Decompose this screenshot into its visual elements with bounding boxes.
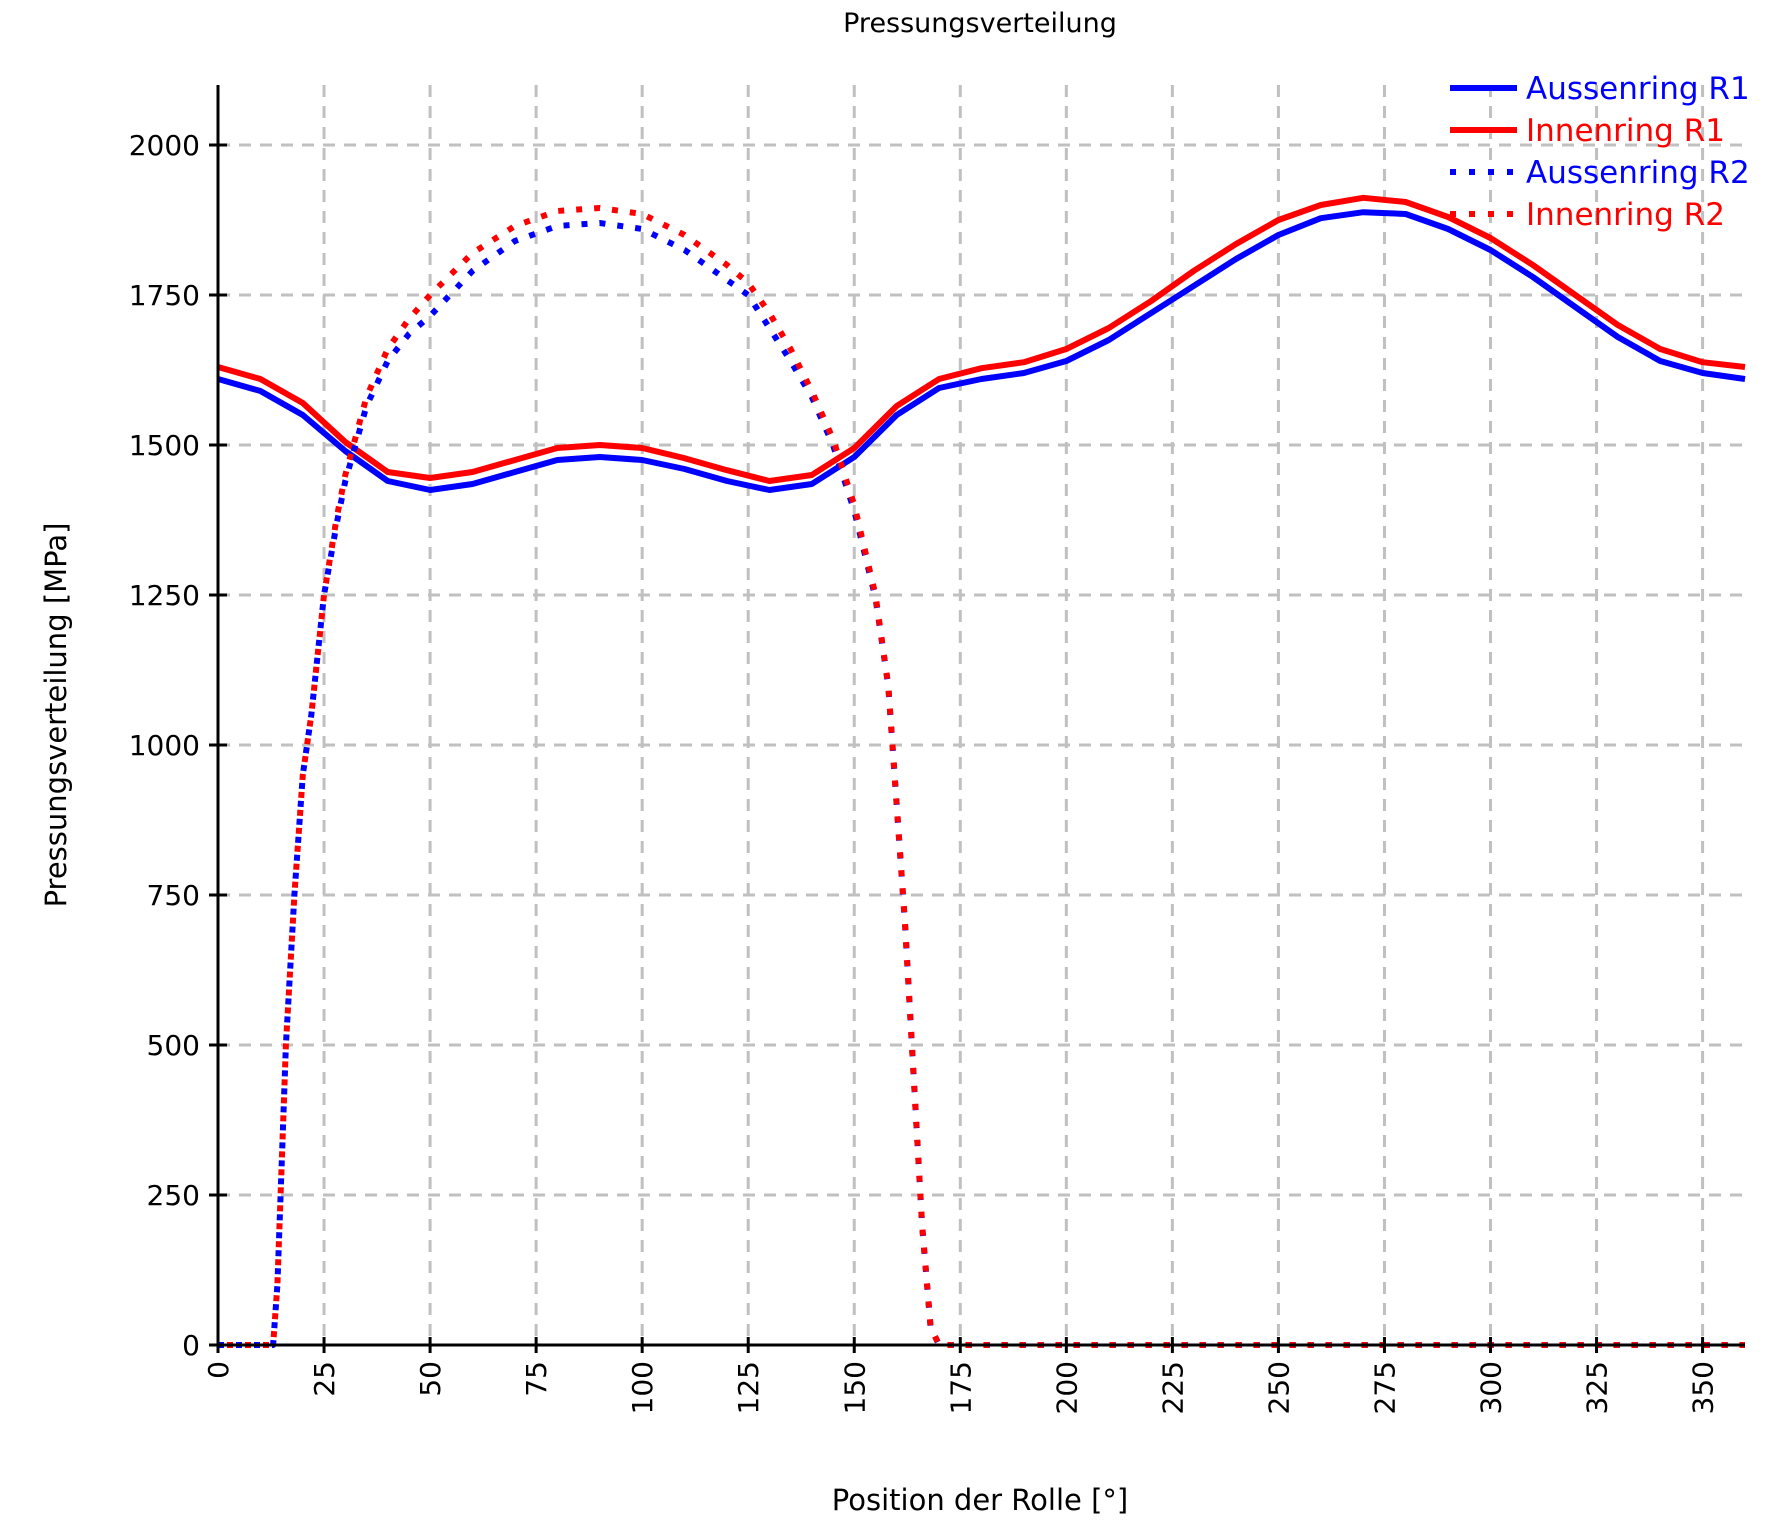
x-axis-label: Position der Rolle [°]	[832, 1483, 1128, 1517]
legend-label: Aussenring R1	[1526, 71, 1750, 107]
x-tick-label: 275	[1368, 1361, 1401, 1414]
y-tick-label: 500	[147, 1029, 200, 1062]
y-tick-label: 750	[147, 879, 200, 912]
legend-label: Aussenring R2	[1526, 155, 1750, 191]
series-line-aussenring-r2	[218, 220, 1745, 1348]
legend: Aussenring R1 Innenring R1 Aussenring R2 In…	[1450, 71, 1750, 233]
x-tick-label: 50	[414, 1361, 447, 1397]
x-tick-label: 75	[520, 1361, 553, 1397]
x-tick-label: 300	[1475, 1361, 1508, 1414]
x-tick-label: 350	[1687, 1361, 1720, 1414]
chart-title: Pressungsverteilung	[843, 8, 1117, 39]
y-axis-label: Pressungsverteilung [MPa]	[39, 523, 73, 908]
y-tick-label: 0	[182, 1329, 200, 1362]
series-line-innenring-r1	[217, 194, 1746, 484]
x-tick-label: 200	[1050, 1361, 1083, 1414]
y-tick-label: 250	[147, 1179, 200, 1212]
y-tick-label: 1500	[129, 429, 200, 462]
series-group	[217, 194, 1746, 1348]
y-tick-label: 1750	[129, 279, 200, 312]
x-tick-label: 0	[202, 1361, 235, 1379]
y-tick-label: 1000	[129, 729, 200, 762]
grid	[218, 85, 1745, 1345]
x-tick-label: 125	[732, 1361, 765, 1414]
x-tick-label: 325	[1581, 1361, 1614, 1414]
x-tick-label: 225	[1156, 1361, 1189, 1414]
x-tick-label: 25	[308, 1361, 341, 1397]
x-tick-label: 175	[944, 1361, 977, 1414]
y-tick-label: 1250	[129, 579, 200, 612]
axes: 0 25 50 75 100 125 150 175 200 225 250 275 300 325 350…	[129, 85, 1745, 1414]
x-tick-label: 100	[626, 1361, 659, 1414]
series-line-aussenring-r1	[217, 209, 1746, 493]
series-line-innenring-r2	[218, 205, 1745, 1348]
legend-label: Innenring R1	[1526, 113, 1725, 149]
x-tick-label: 150	[838, 1361, 871, 1414]
x-tick-label: 250	[1262, 1361, 1295, 1414]
y-tick-label: 2000	[129, 129, 200, 162]
legend-label: Innenring R2	[1526, 197, 1725, 233]
